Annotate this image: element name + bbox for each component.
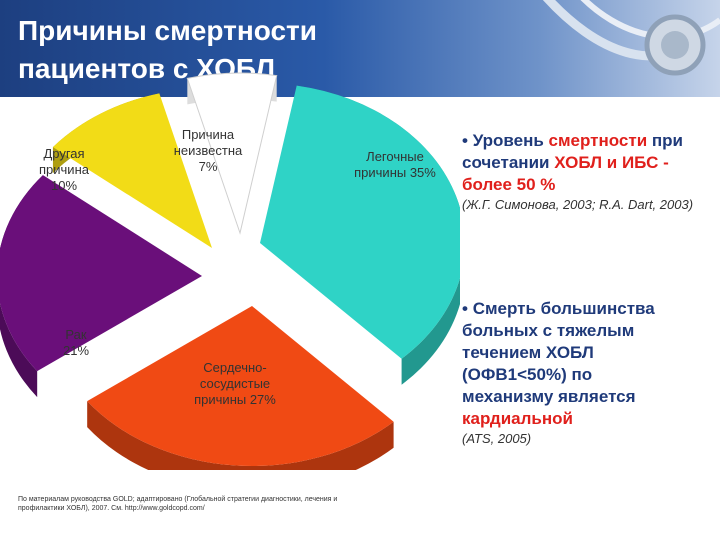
bullet1-text-highlight-2: ХОБЛ и ИБС - более 50 % <box>462 153 669 194</box>
bullet-mortality-level: • Уровень смертности при сочетании ХОБЛ … <box>462 130 702 213</box>
bullet1-citation: (Ж.Г. Симонова, 2003; R.A. Dart, 2003) <box>462 197 694 212</box>
label-cancer: Рак 21% <box>62 327 90 358</box>
pie-slice <box>260 85 460 385</box>
pie-slice-side <box>87 401 394 470</box>
bullet2-citation: (ATS, 2005) <box>462 431 532 446</box>
label-cardiovascular-causes: Сердечно-сосудистые причины 27% <box>194 360 276 407</box>
pie-slice-top <box>186 72 278 235</box>
label-pulmonary-causes: Легочные причины 35% <box>354 149 436 180</box>
footnote-source: По материалам руководства GOLD; адаптиро… <box>18 496 338 512</box>
bullet-death-mechanism: • Смерть большинства больных с тяжелым т… <box>462 298 662 447</box>
bullet1-text-2: при сочетании <box>462 131 684 172</box>
pie-slice-top <box>260 85 460 359</box>
bullet2-text-highlight: кардиальной <box>462 409 573 428</box>
pie-slice <box>87 306 394 470</box>
stethoscope-icon <box>542 0 720 76</box>
bullet-marker: • <box>462 131 468 150</box>
label-other-cause: Другая причина 10% <box>39 146 89 193</box>
pie-slice-top <box>52 93 212 248</box>
bullet-marker: • <box>462 299 468 318</box>
bullet2-text: Смерть большинства больных с тяжелым теч… <box>462 299 655 406</box>
pie-slice-top <box>0 175 202 372</box>
bullet1-text-1: Уровень <box>472 131 544 150</box>
pie-slice <box>52 93 212 248</box>
bullet1-text-highlight: смертности <box>548 131 648 150</box>
pie-slice <box>186 72 278 235</box>
label-unknown-cause: Причина неизвестна 7% <box>173 127 243 174</box>
header-banner: Причины смертности пациентов с ХОБЛ <box>0 0 720 97</box>
pie-slice-top <box>87 306 394 467</box>
pie-slice <box>0 175 202 398</box>
pie-chart <box>0 72 460 470</box>
